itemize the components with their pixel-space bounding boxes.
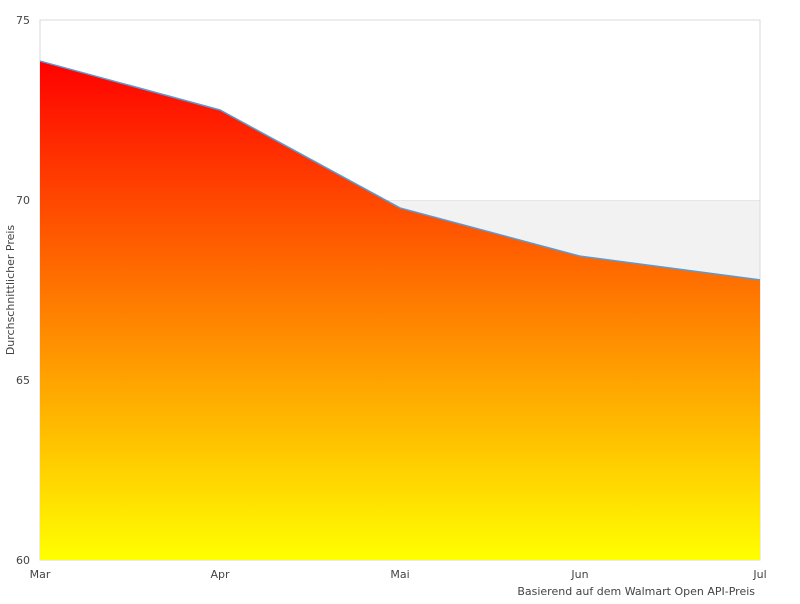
y-tick-label: 75 (16, 14, 30, 27)
x-axis-ticks: Mar Apr Mai Jun Jul (30, 568, 767, 581)
x-tick-label: Mai (390, 568, 409, 581)
x-tick-label: Jun (570, 568, 588, 581)
x-tick-label: Mar (30, 568, 51, 581)
series-line (39, 60, 761, 281)
y-tick-label: 60 (16, 554, 30, 567)
area-fill (40, 61, 760, 560)
x-axis-label: Basierend auf dem Walmart Open API-Preis (517, 585, 755, 598)
x-tick-label: Jul (752, 568, 766, 581)
y-axis-ticks: 60 65 70 75 (16, 14, 30, 567)
y-tick-label: 65 (16, 374, 30, 387)
x-tick-label: Apr (210, 568, 230, 581)
y-tick-label: 70 (16, 194, 30, 207)
y-axis-label: Durchschnittlicher Preis (4, 225, 17, 356)
